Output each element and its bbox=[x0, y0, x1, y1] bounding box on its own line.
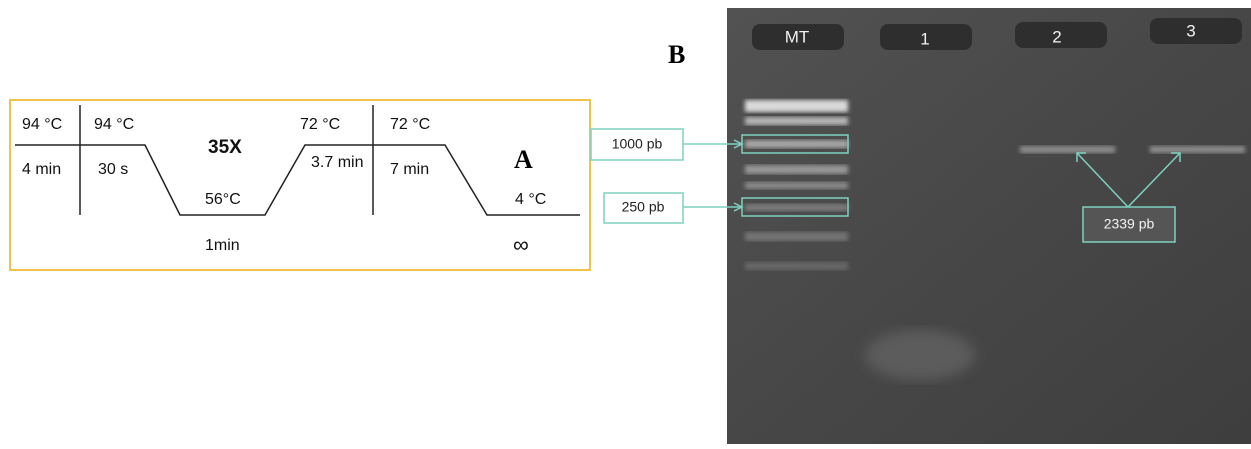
step-time: 30 s bbox=[98, 161, 128, 178]
lane-label: 1 bbox=[920, 29, 929, 48]
step-time: 7 min bbox=[390, 161, 429, 178]
panel-b: B MT 1 2 3 bbox=[591, 8, 1251, 444]
annealing-temp: 56°C bbox=[205, 191, 241, 208]
step-temp: 94 °C bbox=[22, 116, 62, 133]
cycles: 35X bbox=[208, 137, 242, 158]
step-temp: 72 °C bbox=[390, 116, 430, 133]
figure: 94 °C 94 °C 72 °C 72 °C 4 min 30 s 3.7 m… bbox=[0, 0, 1251, 444]
lane-label: 2 bbox=[1052, 27, 1061, 46]
lane-label: 3 bbox=[1186, 21, 1195, 40]
step-temp: 72 °C bbox=[300, 116, 340, 133]
product-label: 2339 pb bbox=[1104, 216, 1155, 232]
panel-a: 94 °C 94 °C 72 °C 72 °C 4 min 30 s 3.7 m… bbox=[10, 100, 590, 270]
step-temp: 94 °C bbox=[94, 116, 134, 133]
hold-temp: 4 °C bbox=[515, 191, 546, 208]
step-time: 3.7 min bbox=[311, 154, 363, 171]
panel-label: B bbox=[668, 40, 685, 69]
lane-label: MT bbox=[785, 27, 810, 46]
annealing-time: 1min bbox=[205, 237, 240, 254]
hold-time: ∞ bbox=[513, 232, 529, 257]
marker-label: 1000 pb bbox=[612, 136, 663, 152]
panel-label: A bbox=[514, 145, 533, 174]
marker-label: 250 pb bbox=[622, 199, 665, 215]
step-time: 4 min bbox=[22, 161, 61, 178]
